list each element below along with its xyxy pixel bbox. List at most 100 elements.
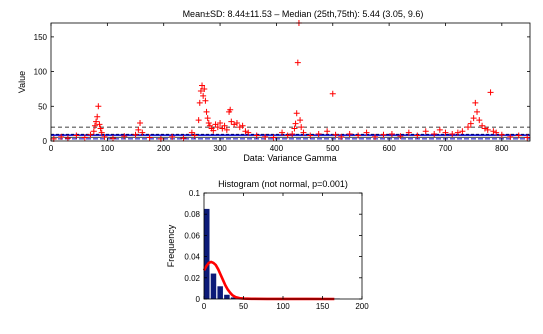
data-point (405, 129, 412, 136)
data-point (73, 132, 80, 139)
data-point (493, 129, 500, 136)
data-point (227, 106, 234, 113)
data-point (284, 132, 291, 139)
data-point (139, 129, 146, 136)
data-point (524, 134, 531, 141)
histogram-bar (210, 273, 217, 299)
data-point (459, 128, 466, 135)
data-point (191, 132, 198, 139)
histogram-bar (224, 294, 230, 299)
x-tick-label: 800 (495, 144, 509, 153)
x-tick-label: 300 (213, 144, 227, 153)
data-point (97, 125, 104, 132)
data-point (474, 108, 481, 115)
data-point (279, 129, 286, 136)
x-tick-label: 200 (157, 144, 171, 153)
data-point (210, 127, 217, 134)
data-point (214, 124, 221, 131)
y-tick-label: 0 (43, 137, 48, 146)
data-point (355, 132, 362, 139)
data-point (507, 133, 514, 140)
data-point (137, 119, 144, 126)
data-point (289, 131, 296, 138)
data-point (239, 122, 246, 129)
histogram-x-tick-label: 50 (239, 302, 248, 311)
data-point (242, 128, 249, 135)
scatter-y-axis-label: Value (17, 71, 27, 93)
data-point (262, 133, 269, 140)
histogram-y-tick-label: 0.04 (184, 253, 200, 262)
data-point (294, 59, 301, 66)
data-point (414, 132, 421, 139)
x-tick-label: 400 (270, 144, 284, 153)
scatter-x-axis-label: Data: Variance Gamma (243, 153, 336, 163)
data-point (188, 129, 195, 136)
data-point (96, 121, 103, 128)
data-point (315, 131, 322, 138)
data-point (380, 131, 387, 138)
data-point (332, 131, 339, 138)
data-point (307, 132, 314, 139)
y-tick-label: 100 (34, 68, 48, 77)
data-point (324, 128, 331, 135)
data-point (484, 126, 491, 133)
data-point (470, 115, 477, 122)
data-point (91, 122, 98, 129)
data-point (397, 133, 404, 140)
histogram-y-tick-label: 0.02 (184, 274, 200, 283)
histogram-y-axis-label: Frequency (166, 224, 176, 267)
histogram-y-tick-label: 0.06 (184, 231, 200, 240)
data-point (180, 135, 187, 142)
data-point (388, 131, 395, 138)
data-point (81, 134, 88, 141)
x-tick-label: 100 (101, 144, 115, 153)
data-point (202, 97, 209, 104)
scatter-plot-frame (50, 22, 531, 142)
data-point (481, 125, 488, 132)
histogram-chart: Histogram (not normal, p=0.001) 0 50 100 15… (166, 179, 369, 311)
data-point (200, 92, 207, 99)
data-point (253, 132, 260, 139)
data-point (372, 133, 379, 140)
data-point (197, 88, 204, 95)
data-point (476, 117, 483, 124)
x-axis-ticks: 0 100 200 300 400 500 600 700 800 (49, 23, 509, 153)
data-point (90, 128, 97, 135)
histogram-y-tick-label: 0.08 (184, 210, 200, 219)
data-point (245, 129, 252, 136)
x-tick-label: 0 (49, 144, 54, 153)
data-point (297, 117, 304, 124)
data-point (498, 131, 505, 138)
histogram-y-tick-label: 0.1 (189, 189, 201, 198)
data-point (228, 118, 235, 125)
data-point (436, 126, 443, 133)
data-point (233, 119, 240, 126)
data-point (199, 82, 206, 89)
data-point (109, 135, 116, 142)
scatter-chart: Mean±SD: 8.44±11.53 – Median (25th,75th)… (17, 9, 531, 163)
data-point (363, 129, 370, 136)
data-point (204, 115, 211, 122)
data-point (472, 99, 479, 106)
data-point (135, 126, 142, 133)
data-point (95, 103, 102, 110)
data-point (64, 135, 71, 142)
histogram-y-tick-label: 0 (196, 295, 201, 304)
histogram-x-axis-ticks: 0 50 100 150 200 (202, 193, 369, 311)
histogram-title: Histogram (not normal, p=0.001) (218, 179, 348, 189)
histogram-bar (217, 286, 223, 299)
histogram-x-tick-label: 150 (316, 302, 330, 311)
data-point (487, 89, 494, 96)
histogram-x-tick-label: 200 (355, 302, 369, 311)
data-point (196, 99, 203, 106)
data-point (465, 124, 472, 131)
data-point (300, 129, 307, 136)
data-points (50, 20, 531, 142)
data-point (490, 128, 497, 135)
histogram-bar (204, 208, 210, 299)
data-point (346, 131, 353, 138)
data-point (329, 90, 336, 97)
data-point (454, 129, 461, 136)
y-axis-ticks: 0 50 100 150 (34, 33, 530, 146)
